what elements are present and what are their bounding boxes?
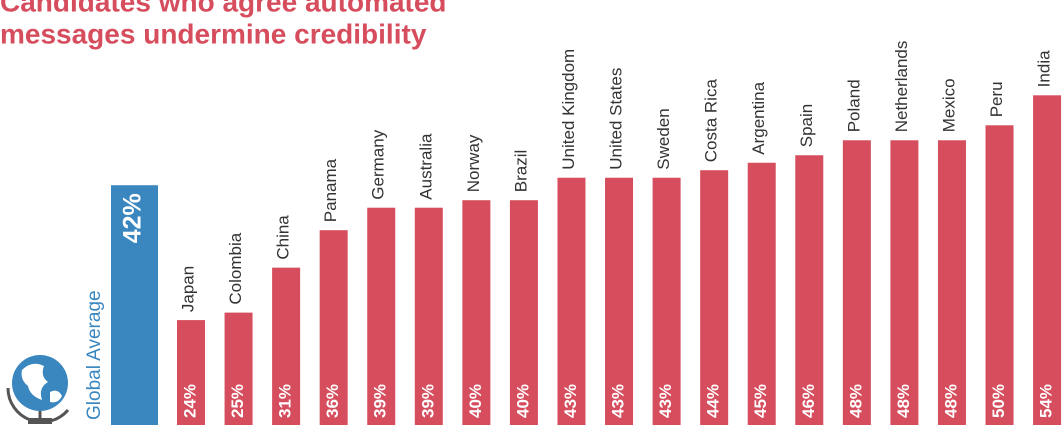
category-label: Spain	[797, 104, 816, 147]
bar	[842, 140, 871, 425]
value-label: 39%	[371, 384, 390, 418]
bar	[747, 162, 776, 425]
category-label: Norway	[464, 134, 483, 192]
bar	[462, 200, 491, 425]
value-label: 48%	[846, 384, 865, 418]
category-label: United States	[607, 68, 626, 170]
category-label: Sweden	[654, 108, 673, 169]
value-label: 40%	[466, 384, 485, 418]
bar	[985, 125, 1014, 425]
bar	[509, 200, 538, 425]
bar	[414, 207, 443, 425]
bar	[795, 155, 824, 425]
bar	[605, 177, 634, 425]
bar	[224, 312, 253, 425]
category-label: Costa Rica	[702, 79, 721, 163]
average-bar	[111, 185, 158, 425]
bar	[890, 140, 919, 425]
value-label: 48%	[894, 384, 913, 418]
category-label: Mexico	[939, 78, 958, 132]
value-label: 43%	[609, 384, 628, 418]
value-label: 24%	[180, 384, 199, 418]
bar	[319, 230, 348, 425]
average-label: Global Average	[84, 290, 105, 420]
value-label: 43%	[561, 384, 580, 418]
category-label: Panama	[321, 158, 340, 222]
globe-icon	[6, 355, 70, 424]
category-label: Colombia	[226, 232, 245, 304]
category-label: India	[1035, 50, 1054, 87]
value-label: 31%	[276, 384, 295, 418]
value-label: 45%	[751, 384, 770, 418]
value-label: 50%	[989, 384, 1008, 418]
value-label: 25%	[228, 384, 247, 418]
value-label: 40%	[513, 384, 532, 418]
bar	[1033, 95, 1062, 425]
bar	[177, 320, 205, 425]
chart-title: messages undermine credibility	[0, 18, 427, 49]
category-label: United Kingdom	[559, 49, 578, 170]
category-label: Argentina	[749, 81, 768, 154]
bar	[700, 170, 729, 425]
value-label: 36%	[323, 384, 342, 418]
category-label: Netherlands	[892, 41, 911, 133]
category-label: Poland	[844, 79, 863, 132]
chart-title: Candidates who agree automated	[0, 0, 447, 17]
value-label: 54%	[1037, 384, 1056, 418]
category-label: Peru	[987, 81, 1006, 117]
value-label: 48%	[941, 384, 960, 418]
bar	[367, 207, 396, 425]
value-label: 39%	[418, 384, 437, 418]
value-label: 46%	[799, 384, 818, 418]
value-label: 44%	[704, 384, 723, 418]
average-value-label: 42%	[119, 193, 147, 243]
bar	[557, 177, 586, 425]
category-label: Japan	[178, 266, 197, 312]
category-label: Brazil	[511, 150, 530, 193]
category-label: Australia	[416, 133, 435, 200]
value-label: 43%	[656, 384, 675, 418]
category-label: China	[274, 215, 293, 260]
bar	[937, 140, 966, 425]
bar	[652, 177, 681, 425]
bar	[272, 267, 301, 425]
category-label: Germany	[369, 129, 388, 199]
